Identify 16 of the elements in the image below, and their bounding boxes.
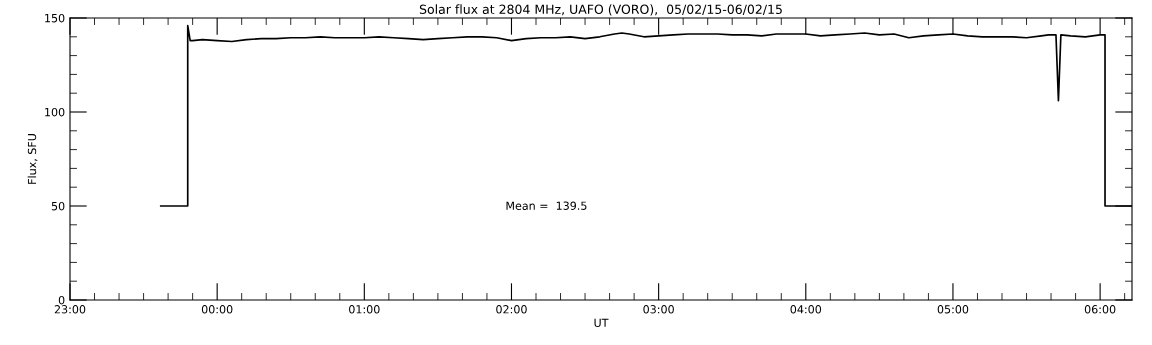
annotation: Mean = 139.5 xyxy=(506,201,587,210)
x-tick-label: 02:00 xyxy=(496,305,527,314)
chart-title: Solar flux at 2804 MHz, UAFO (VORO), 05/02/15-06/02/15 xyxy=(419,4,782,16)
x-axis-title: UT xyxy=(594,318,609,327)
y-tick-label: 100 xyxy=(45,107,65,117)
x-tick-label: 04:00 xyxy=(790,305,822,314)
y-tick-label: 0 xyxy=(58,295,65,305)
x-tick-label: 01:00 xyxy=(349,305,380,314)
x-tick-label: 23:00 xyxy=(54,305,86,314)
y-tick-label: 50 xyxy=(51,201,65,211)
x-tick-label: 03:00 xyxy=(643,305,674,314)
x-tick-label: 05:00 xyxy=(937,305,969,314)
y-axis-title: Flux, SFU xyxy=(27,134,38,184)
x-tick-label: 06:00 xyxy=(1084,305,1116,314)
y-tick-label: 150 xyxy=(45,13,65,23)
x-tick-label: 00:00 xyxy=(201,305,233,314)
